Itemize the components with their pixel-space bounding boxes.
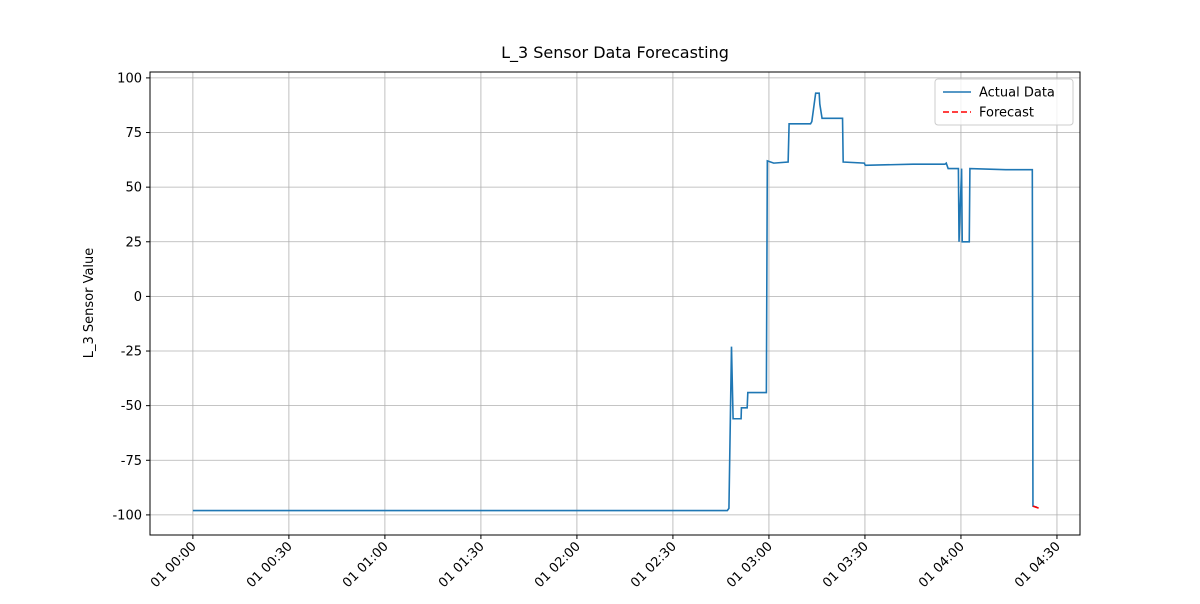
y-tick-label: 100	[117, 71, 142, 86]
legend-label: Forecast	[979, 106, 1034, 121]
y-axis-label: L_3 Sensor Value	[82, 248, 97, 359]
plot-frame	[149, 71, 1081, 536]
legend-label: Actual Data	[979, 86, 1055, 101]
chart-title: L_3 Sensor Data Forecasting	[501, 43, 729, 63]
data-line	[192, 92, 1038, 512]
legend-box	[934, 78, 1074, 126]
y-tick-label: 75	[125, 126, 142, 141]
y-tick-label: -50	[121, 399, 142, 414]
y-tick-label: 0	[134, 290, 142, 305]
data-line	[1032, 505, 1040, 510]
legend: Actual Data Forecast	[934, 78, 1074, 126]
y-tick-label: -75	[121, 454, 142, 469]
y-tick-label: 25	[125, 235, 142, 250]
y-tick-label: -25	[121, 345, 142, 360]
y-tick-label: -100	[112, 508, 142, 523]
y-tick-label: 50	[125, 181, 142, 196]
